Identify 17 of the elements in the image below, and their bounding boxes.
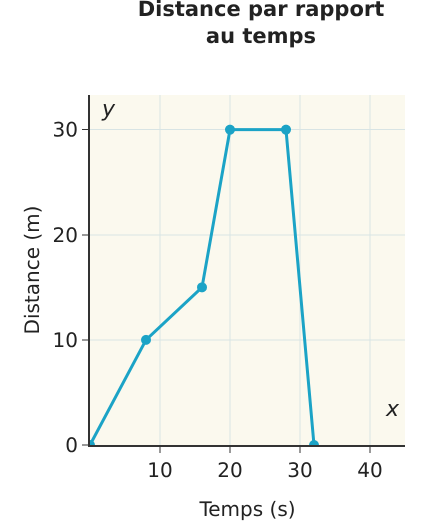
chart-title: Distance par rapport au temps [138,0,384,48]
y-axis-title: Distance (m) [20,206,44,334]
point [141,334,151,345]
y-tick-label: 10 [52,328,78,352]
x-tick-label: 10 [147,458,173,482]
y-tick-label: 30 [52,118,78,142]
point [197,282,207,292]
x-tick-label: 40 [357,458,383,482]
point [281,124,291,135]
y-tick-label: 20 [52,222,78,247]
annotation: x [385,397,400,422]
point [225,124,235,135]
annotation: y [101,97,116,122]
x-axis-title: Temps (s) [198,497,296,521]
x-tick-label: 30 [287,458,313,482]
x-tick-label: 20 [217,458,243,482]
y-tick-label: 0 [65,433,78,457]
